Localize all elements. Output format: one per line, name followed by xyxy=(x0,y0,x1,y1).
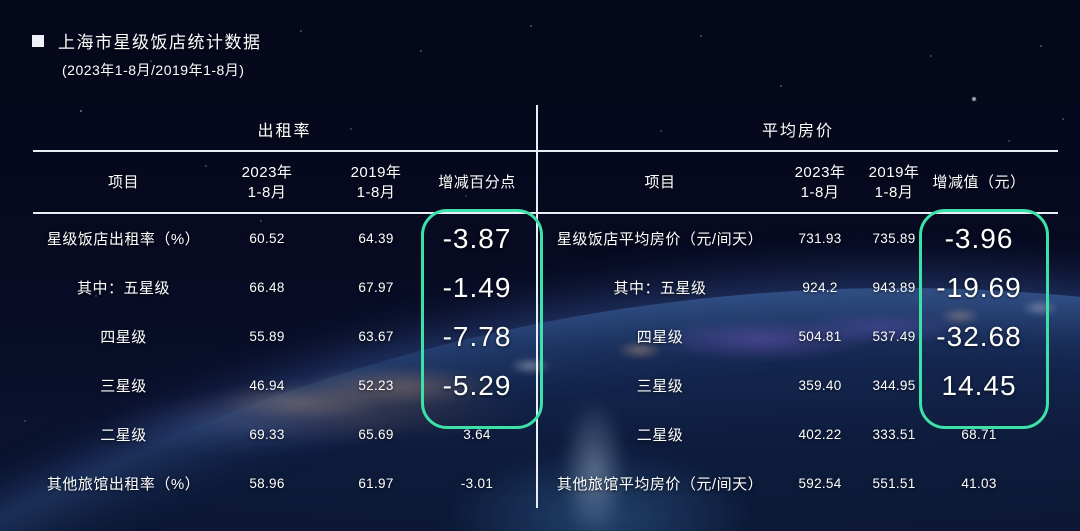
price-column-header-delta: 增减值（元） xyxy=(932,173,1026,191)
table-rule-header xyxy=(33,212,1058,214)
occupancy-column-header-2023: 2023年 1-8月 xyxy=(241,163,293,201)
occupancy-column-header-item: 项目 xyxy=(107,173,139,191)
occupancy-column-header-2019: 2019年 1-8月 xyxy=(350,163,402,201)
occupancy-group-header: 出租率 xyxy=(257,122,312,140)
value-delta: -1.49 xyxy=(442,271,512,303)
occupancy-column-header-delta: 增减百分点 xyxy=(438,173,516,191)
value-2023: 504.81 xyxy=(798,329,842,344)
ship-silhouette xyxy=(548,396,640,531)
row-label: 其中：五星级 xyxy=(76,280,170,297)
value-2019: 551.51 xyxy=(872,476,916,491)
harbor-glow xyxy=(430,445,770,531)
price-column-header-2019: 2019年 1-8月 xyxy=(868,163,920,201)
row-label: 二星级 xyxy=(100,427,147,444)
value-delta: 68.71 xyxy=(961,427,997,442)
value-2023: 402.22 xyxy=(798,427,842,442)
value-delta: -3.01 xyxy=(460,476,494,491)
value-delta: -5.29 xyxy=(442,369,512,401)
value-2023: 731.93 xyxy=(798,231,842,246)
statistics-tables: 出租率 项目 2023年 1-8月 2019年 1-8月 增减百分点 星级饭店出… xyxy=(33,105,1060,508)
row-label: 四星级 xyxy=(100,329,147,346)
row-label: 其他旅馆出租率（%） xyxy=(46,476,201,493)
value-delta: 14.45 xyxy=(941,369,1017,401)
row-label: 四星级 xyxy=(636,329,684,346)
value-2023: 924.2 xyxy=(802,280,838,295)
value-2019: 61.97 xyxy=(358,476,394,491)
value-2019: 333.51 xyxy=(872,427,916,442)
page-subtitle: (2023年1-8月/2019年1-8月) xyxy=(62,62,245,78)
value-delta: -19.69 xyxy=(936,271,1022,303)
occupancy-rate-table: 出租率 项目 2023年 1-8月 2019年 1-8月 增减百分点 星级饭店出… xyxy=(33,105,536,508)
row-label: 其中：五星级 xyxy=(613,280,707,297)
value-2023: 58.96 xyxy=(249,476,285,491)
value-delta: -3.96 xyxy=(944,222,1014,254)
value-2019: 65.69 xyxy=(358,427,394,442)
table-divider-line xyxy=(536,105,538,508)
page-title: 上海市星级饭店统计数据 xyxy=(58,33,262,52)
row-label: 星级饭店出租率（%） xyxy=(46,231,201,248)
value-2019: 64.39 xyxy=(358,231,394,246)
value-delta: 41.03 xyxy=(961,476,997,491)
value-delta: -3.87 xyxy=(442,222,512,254)
square-bullet-icon xyxy=(32,34,44,47)
price-group-header: 平均房价 xyxy=(761,122,834,140)
table-rule-top xyxy=(33,150,1058,152)
row-label: 星级饭店平均房价（元/间天） xyxy=(556,231,764,248)
value-2023: 69.33 xyxy=(249,427,285,442)
row-label: 其他旅馆平均房价（元/间天） xyxy=(556,476,764,493)
average-price-table: 平均房价 项目 2023年 1-8月 2019年 1-8月 增减值（元） 星级饭… xyxy=(538,105,1058,508)
row-label: 三星级 xyxy=(100,378,147,395)
value-delta: -7.78 xyxy=(442,320,512,352)
value-2019: 735.89 xyxy=(872,231,916,246)
value-2023: 592.54 xyxy=(798,476,842,491)
price-column-header-2023: 2023年 1-8月 xyxy=(794,163,846,201)
value-2019: 67.97 xyxy=(358,280,394,295)
value-2023: 60.52 xyxy=(249,231,285,246)
value-2023: 55.89 xyxy=(249,329,285,344)
row-label: 三星级 xyxy=(636,378,684,395)
value-2019: 63.67 xyxy=(358,329,394,344)
value-2023: 66.48 xyxy=(249,280,285,295)
value-2019: 943.89 xyxy=(872,280,916,295)
value-2023: 359.40 xyxy=(798,378,842,393)
stars-decor xyxy=(0,0,2,2)
value-2023: 46.94 xyxy=(249,378,285,393)
value-2019: 52.23 xyxy=(358,378,394,393)
value-2019: 537.49 xyxy=(872,329,916,344)
price-column-header-item: 项目 xyxy=(644,173,676,191)
value-delta: -32.68 xyxy=(936,320,1022,352)
page-header: 上海市星级饭店统计数据 xyxy=(32,28,262,53)
value-2019: 344.95 xyxy=(872,378,916,393)
value-delta: 3.64 xyxy=(463,427,491,442)
row-label: 二星级 xyxy=(636,427,684,444)
